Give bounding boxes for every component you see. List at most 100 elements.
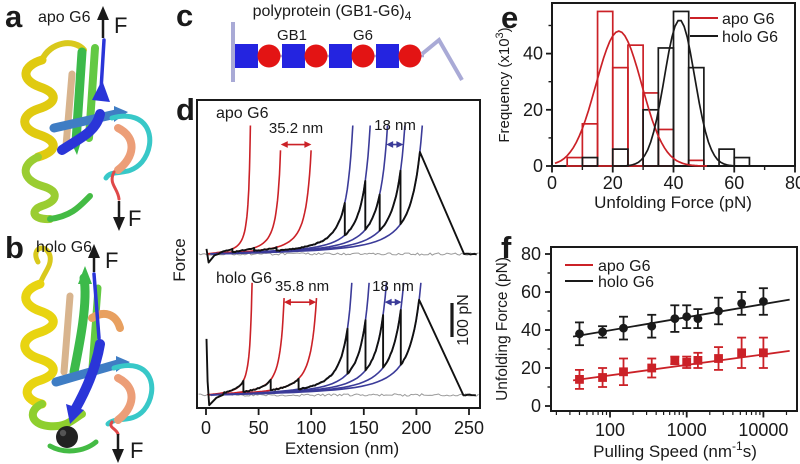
arrow-head-icon: [97, 6, 109, 20]
beta-strand-green: [69, 273, 90, 377]
wlc-fit-g6: [206, 282, 253, 396]
wlc-fit-g6: [208, 298, 285, 396]
arrow-head-icon: [280, 141, 288, 148]
linear-fit-line: [572, 298, 790, 338]
data-point-square: [670, 356, 680, 365]
legend-label-holo: holo G6: [722, 29, 778, 46]
gaussian-fit-curve: [554, 30, 707, 167]
panel-letter-b: b: [5, 232, 24, 265]
y-tick-label: 20: [523, 100, 543, 120]
loop-yellow: [39, 40, 87, 63]
panel-a-structure: a apo G6 F F: [5, 0, 153, 231]
metal-ion-highlight: [59, 429, 67, 437]
beta-strand-salmon: [114, 374, 136, 424]
data-point-square: [598, 373, 607, 382]
arrow-head-icon: [112, 449, 124, 463]
y-axis-title: Frequency (x103): [495, 27, 513, 142]
legend-label-apo: apo G6: [598, 258, 651, 275]
delta-lc-label-apo-g6: 35.2 nm: [269, 120, 323, 137]
panel-letter-d: d: [176, 92, 195, 127]
force-label-bottom: F: [130, 438, 143, 463]
histogram-bar: [657, 128, 675, 167]
force-extension-geometry: 0 50 100 150 200 250: [196, 99, 484, 438]
data-point-circle: [670, 314, 680, 323]
data-point-circle: [598, 327, 607, 337]
beta-strand-blue: [71, 339, 105, 413]
y-axis-title: Force: [172, 238, 189, 281]
panel-f-scatter-plot: 0 20 40 60 80 100 1000 10000 f Unfolding Force …: [495, 230, 798, 461]
protein-cartoon-holo: [20, 245, 155, 454]
data-point-circle: [693, 314, 703, 323]
histogram-bar: [581, 156, 599, 167]
data-point-circle: [647, 321, 657, 331]
delta-lc-label-holo-g6: 35.8 nm: [275, 278, 329, 295]
force-extension-trace: [205, 151, 477, 264]
data-point-square: [737, 348, 747, 358]
panel-e-histogram: 0 20 40 60 80 0 20 40 e Frequency (x103) Unfold…: [495, 0, 800, 212]
g6-domain-circle: [398, 44, 422, 68]
beta-strand-steelblue: [49, 109, 121, 133]
data-point-square: [575, 375, 584, 384]
data-point-circle: [682, 312, 692, 322]
loop-yellow-top: [33, 245, 53, 287]
beta-strand-tan: [62, 70, 76, 150]
arrow-head-icon: [384, 298, 392, 306]
panel-letter-e: e: [501, 0, 518, 35]
baseline-noise-trace: [198, 393, 479, 397]
force-label-top: F: [114, 13, 127, 38]
gb1-domain-square: [235, 44, 258, 68]
force-arrow-up: [97, 6, 109, 38]
legend-label-apo: apo G6: [722, 11, 775, 28]
wlc-fit-gb1: [211, 282, 405, 396]
arrow-head-icon: [113, 217, 125, 231]
delta-lc-label-apo-gb1: 18 nm: [374, 117, 416, 134]
beta-strand-tan: [60, 292, 74, 376]
wlc-fit-g6: [208, 150, 312, 255]
histogram-bar: [611, 66, 629, 167]
histogram-bar: [566, 156, 584, 167]
force-scale-bar-label: 100 pN: [455, 294, 472, 346]
x-tick-label: 40: [663, 173, 683, 193]
panel-letter-f: f: [501, 230, 512, 265]
data-point-square: [693, 356, 703, 365]
x-tick-label: 10000: [738, 420, 788, 440]
baseline-noise-trace: [198, 252, 479, 256]
data-point-square: [647, 363, 657, 373]
x-tick-label: 1000: [667, 420, 707, 440]
x-tick-label: 150: [349, 418, 379, 438]
x-tick-label: 50: [249, 418, 269, 438]
g6-domain-circle: [257, 44, 281, 68]
x-tick-label: 60: [724, 173, 744, 193]
x-tick-label: 80: [785, 173, 800, 193]
force-arrow-down: [112, 434, 124, 463]
data-point-circle: [737, 299, 747, 308]
force-label-top: F: [105, 248, 118, 273]
alpha-helix-yellow: [20, 279, 58, 409]
x-tick-label: 200: [401, 418, 431, 438]
data-point-square: [759, 348, 768, 358]
histogram-bar: [611, 148, 629, 167]
beta-arrowhead-blue: [66, 404, 84, 424]
x-tick-label: 0: [201, 418, 211, 438]
loop-green: [47, 193, 93, 222]
histogram-bar: [733, 156, 751, 167]
x-tick-label: 100: [296, 418, 326, 438]
protein-cartoon-apo: [20, 38, 153, 224]
gb1-domain-square: [329, 44, 352, 68]
beta-strand-green: [71, 47, 87, 147]
force-label-bottom: F: [128, 206, 141, 231]
data-point-circle: [575, 329, 584, 339]
x-tick-label: 250: [454, 418, 484, 438]
y-tick-label: 0: [531, 396, 541, 416]
n-terminus-blue: [92, 272, 101, 340]
arrow-head-icon: [304, 141, 312, 148]
linker-zigzag: [420, 36, 464, 81]
linear-fit-line: [572, 350, 790, 382]
structure-title-holo: holo G6: [36, 239, 92, 256]
gb1-label: GB1: [277, 27, 307, 44]
panel-letter-c: c: [176, 0, 193, 33]
gb1-domain-square: [282, 44, 305, 68]
loop-green-bottom: [47, 439, 99, 454]
alpha-helix-yellow: [20, 55, 58, 162]
